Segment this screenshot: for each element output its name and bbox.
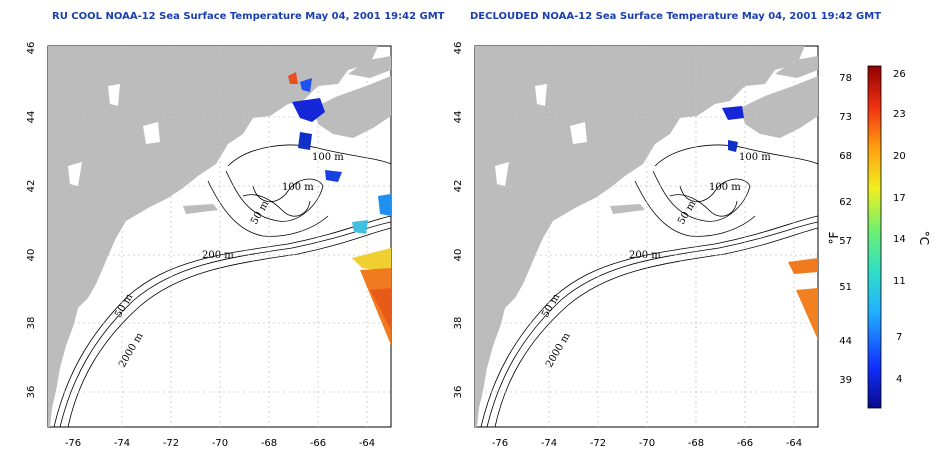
right-sst-warm-patch [796,288,818,340]
left-y-axis: 46 44 42 40 38 36 [26,42,37,399]
left-sst-warm-patch [288,72,298,84]
celsius-tick: 20 [893,151,906,162]
y-tick-label: 46 [453,42,464,55]
y-tick-label: 44 [453,111,464,124]
right-sst-cold-patch [722,106,744,120]
right-contour-label: 100 m [739,152,771,163]
right-map-title: DECLOUDED NOAA-12 Sea Surface Temperatur… [470,11,882,22]
left-contour-label: 100 m [312,152,344,163]
x-tick-label: -66 [737,438,753,449]
left-contour-label: 200 m [202,250,234,261]
x-tick-label: -76 [65,438,81,449]
fahrenheit-tick: 78 [839,73,852,84]
fahrenheit-scale: 78 73 68 62 57 51 44 39 °F [827,73,852,386]
celsius-scale: 26 23 20 17 14 11 7 4 °C [893,69,931,385]
fahrenheit-unit-label: °F [827,231,841,244]
y-tick-label: 38 [26,317,37,330]
left-map-title: RU COOL NOAA-12 Sea Surface Temperature … [52,11,445,22]
left-gridlines [48,46,391,427]
fahrenheit-tick: 39 [839,375,852,386]
x-tick-label: -68 [688,438,704,449]
y-tick-label: 40 [26,249,37,262]
left-x-axis: -76 -74 -72 -70 -68 -66 -64 [65,438,375,449]
y-tick-label: 44 [26,111,37,124]
left-sst-cold-patch [298,132,312,150]
left-sst-cold-patch [300,78,312,92]
x-tick-label: -72 [590,438,606,449]
x-tick-label: -68 [261,438,277,449]
right-y-axis: 46 44 42 40 38 36 [453,42,464,399]
y-tick-label: 40 [453,249,464,262]
left-contour-label: 100 m [282,182,314,193]
colorbar-gradient [867,65,882,409]
celsius-tick: 26 [893,69,906,80]
right-gridlines [475,46,818,427]
x-tick-label: -74 [541,438,557,449]
y-tick-label: 36 [453,386,464,399]
fahrenheit-tick: 73 [839,112,852,123]
x-tick-label: -74 [114,438,130,449]
celsius-tick: 4 [896,374,902,385]
fahrenheit-tick: 51 [839,282,852,293]
left-sst-cold-patch [292,98,325,122]
left-map-panel: 100 m 100 m 50 m 200 m 50 m 2000 m -76 -… [26,42,392,449]
right-sst-cold-patch [728,140,738,152]
y-tick-label: 42 [453,180,464,193]
x-tick-label: -64 [359,438,375,449]
celsius-tick: 17 [893,193,906,204]
celsius-tick: 7 [896,332,902,343]
left-sst-mid-patch [352,220,368,234]
x-tick-label: -72 [163,438,179,449]
x-tick-label: -70 [639,438,655,449]
celsius-tick: 23 [893,109,906,120]
celsius-tick: 11 [893,276,906,287]
right-contour-label: 200 m [629,250,661,261]
right-contour-label: 100 m [709,182,741,193]
left-sst-mid-patch [378,194,391,216]
temperature-colorbar: 78 73 68 62 57 51 44 39 °F 26 23 20 17 1… [827,65,931,409]
right-x-axis: -76 -74 -72 -70 -68 -66 -64 [492,438,802,449]
fahrenheit-tick: 44 [839,336,852,347]
right-map-panel: 100 m 100 m 50 m 200 m 50 m 2000 m -76 -… [453,42,819,449]
x-tick-label: -64 [786,438,802,449]
y-tick-label: 42 [26,180,37,193]
left-sst-warm-patch [352,248,391,272]
left-map-content [48,46,391,427]
right-map-content [475,46,818,427]
y-tick-label: 36 [26,386,37,399]
right-sst-warm-patch [788,258,818,274]
left-sst-warm-patch [370,288,391,330]
left-sst-warm-patch [360,268,391,345]
celsius-tick: 14 [893,234,906,245]
fahrenheit-tick: 62 [839,197,852,208]
y-tick-label: 38 [453,317,464,330]
y-tick-label: 46 [26,42,37,55]
left-sst-cold-patch [325,170,342,182]
x-tick-label: -76 [492,438,508,449]
x-tick-label: -66 [310,438,326,449]
celsius-unit-label: °C [917,231,931,245]
fahrenheit-tick: 57 [839,236,852,247]
fahrenheit-tick: 68 [839,151,852,162]
x-tick-label: -70 [212,438,228,449]
